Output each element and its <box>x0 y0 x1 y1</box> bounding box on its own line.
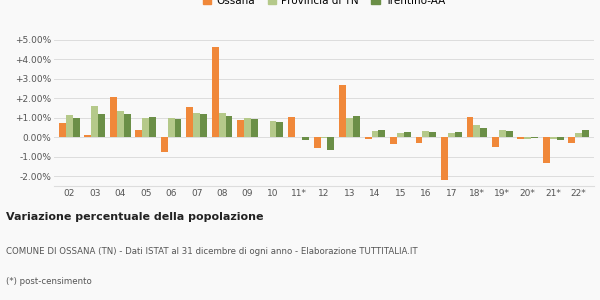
Bar <box>136 130 142 137</box>
Bar <box>543 137 550 163</box>
Bar <box>244 118 251 137</box>
Bar <box>212 46 218 137</box>
Bar <box>397 133 404 137</box>
Bar <box>365 137 371 139</box>
Bar <box>448 133 455 137</box>
Bar <box>379 130 385 137</box>
Bar <box>455 132 461 137</box>
Bar <box>575 133 582 137</box>
Bar <box>175 119 181 137</box>
Bar <box>390 137 397 144</box>
Bar <box>91 106 98 137</box>
Bar <box>524 137 531 139</box>
Bar <box>557 137 563 140</box>
Bar <box>492 137 499 147</box>
Text: COMUNE DI OSSANA (TN) - Dati ISTAT al 31 dicembre di ogni anno - Elaborazione TU: COMUNE DI OSSANA (TN) - Dati ISTAT al 31… <box>6 247 418 256</box>
Bar <box>117 111 124 137</box>
Bar <box>517 137 524 139</box>
Bar <box>371 131 379 137</box>
Bar <box>430 132 436 137</box>
Bar <box>404 132 411 137</box>
Bar <box>480 128 487 137</box>
Bar <box>168 118 175 137</box>
Bar <box>422 131 430 137</box>
Bar <box>218 113 226 137</box>
Bar <box>339 85 346 137</box>
Bar <box>467 117 473 137</box>
Bar <box>506 131 512 137</box>
Bar <box>149 117 156 137</box>
Bar <box>277 122 283 137</box>
Bar <box>550 137 557 139</box>
Bar <box>237 120 244 137</box>
Bar <box>582 130 589 137</box>
Bar <box>499 130 506 137</box>
Bar <box>302 137 309 140</box>
Bar <box>416 137 422 143</box>
Bar <box>269 121 277 137</box>
Bar <box>441 137 448 180</box>
Bar <box>200 114 207 137</box>
Bar <box>328 137 334 150</box>
Text: (*) post-censimento: (*) post-censimento <box>6 277 92 286</box>
Bar <box>353 116 360 137</box>
Bar <box>251 119 258 137</box>
Bar <box>59 123 66 137</box>
Bar <box>568 137 575 143</box>
Bar <box>320 137 328 138</box>
Bar <box>314 137 320 148</box>
Bar <box>193 113 200 137</box>
Bar <box>85 135 91 137</box>
Bar <box>187 107 193 137</box>
Bar <box>110 97 117 137</box>
Bar <box>473 124 480 137</box>
Bar <box>124 114 131 137</box>
Bar <box>161 137 168 152</box>
Legend: Ossana, Provincia di TN, Trentino-AA: Ossana, Provincia di TN, Trentino-AA <box>199 0 449 10</box>
Bar <box>226 116 232 137</box>
Bar <box>142 118 149 137</box>
Bar <box>66 115 73 137</box>
Bar <box>346 118 353 137</box>
Bar <box>73 118 80 137</box>
Bar <box>531 137 538 138</box>
Bar <box>98 114 105 137</box>
Text: Variazione percentuale della popolazione: Variazione percentuale della popolazione <box>6 212 263 223</box>
Bar <box>288 117 295 137</box>
